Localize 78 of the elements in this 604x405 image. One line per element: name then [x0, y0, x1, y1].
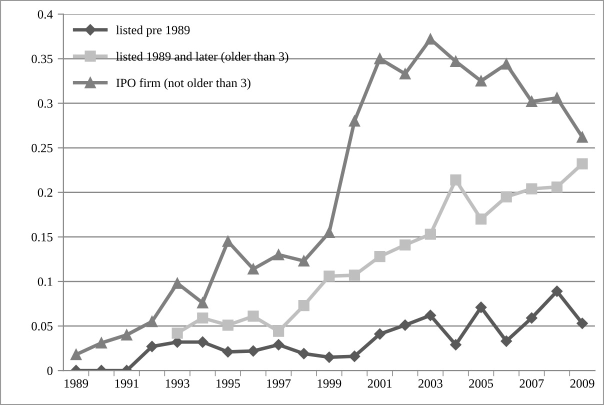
- point: [400, 239, 411, 250]
- point: [348, 350, 360, 362]
- point: [400, 320, 411, 331]
- point: [400, 68, 411, 80]
- y-tick-label: 0.25: [32, 144, 53, 152]
- point: [576, 132, 588, 143]
- x-tick-label: 2009: [570, 379, 594, 388]
- legend-label: listed 1989 and later (older than 3): [116, 52, 288, 64]
- point: [450, 56, 462, 67]
- point: [475, 214, 487, 225]
- point: [248, 345, 259, 357]
- point: [172, 278, 183, 289]
- point: [222, 320, 234, 331]
- point: [121, 329, 132, 340]
- point: [324, 226, 335, 238]
- point: [475, 75, 487, 87]
- point: [222, 236, 234, 247]
- x-tick-label: 2001: [368, 379, 392, 388]
- point: [374, 53, 386, 64]
- y-tick-label: 0.05: [32, 322, 53, 331]
- point: [551, 286, 563, 297]
- x-tick-label: 1989: [64, 379, 88, 388]
- point: [146, 316, 158, 328]
- point: [197, 336, 208, 348]
- point: [96, 337, 107, 349]
- point: [273, 326, 284, 337]
- point: [197, 312, 208, 324]
- point: [374, 250, 386, 262]
- point: [298, 300, 310, 312]
- point: [526, 183, 538, 194]
- point: [450, 174, 462, 186]
- point: [526, 312, 538, 324]
- point: [197, 297, 208, 308]
- point: [500, 336, 512, 347]
- point: [222, 346, 234, 358]
- point: [576, 318, 588, 329]
- point: [500, 191, 512, 202]
- point: [500, 58, 512, 70]
- x-tick-label: 1995: [216, 379, 240, 388]
- x-tick-label: 1997: [267, 379, 291, 388]
- point: [348, 116, 360, 127]
- point: [298, 255, 310, 267]
- point: [298, 348, 310, 360]
- point: [424, 310, 436, 321]
- point: [248, 310, 259, 322]
- y-tick-label: 0.2: [38, 188, 52, 197]
- point: [551, 181, 563, 193]
- x-tick-label: 1993: [166, 379, 190, 388]
- point: [450, 339, 462, 350]
- point: [526, 96, 538, 108]
- legend-label: listed pre 1989: [116, 26, 190, 37]
- y-tick-label: 0.4: [38, 10, 53, 19]
- point: [248, 263, 259, 275]
- point: [70, 348, 82, 360]
- point: [374, 328, 386, 340]
- y-tick-label: 0.35: [32, 54, 53, 64]
- x-tick-label: 1999: [318, 379, 342, 388]
- legend-label: IPO firm (not older than 3): [116, 78, 250, 90]
- x-tick-label: 2005: [469, 379, 494, 388]
- y-tick-label: 0.1: [38, 278, 52, 286]
- point: [272, 339, 284, 350]
- point: [324, 270, 335, 282]
- point: [146, 340, 158, 352]
- point: [475, 302, 487, 313]
- point: [424, 34, 436, 45]
- point: [348, 270, 360, 281]
- point: [172, 328, 183, 339]
- point: [324, 352, 335, 363]
- x-tick-label: 2003: [418, 379, 442, 388]
- point: [424, 228, 436, 240]
- y-tick-label: 0.15: [32, 232, 53, 242]
- x-tick-label: 2007: [520, 379, 544, 388]
- point: [273, 249, 284, 260]
- y-tick-label: 0.3: [38, 99, 53, 108]
- y-tick-label: 0: [47, 366, 53, 376]
- point: [576, 158, 588, 170]
- point: [551, 92, 563, 104]
- x-tick-label: 1991: [115, 379, 138, 388]
